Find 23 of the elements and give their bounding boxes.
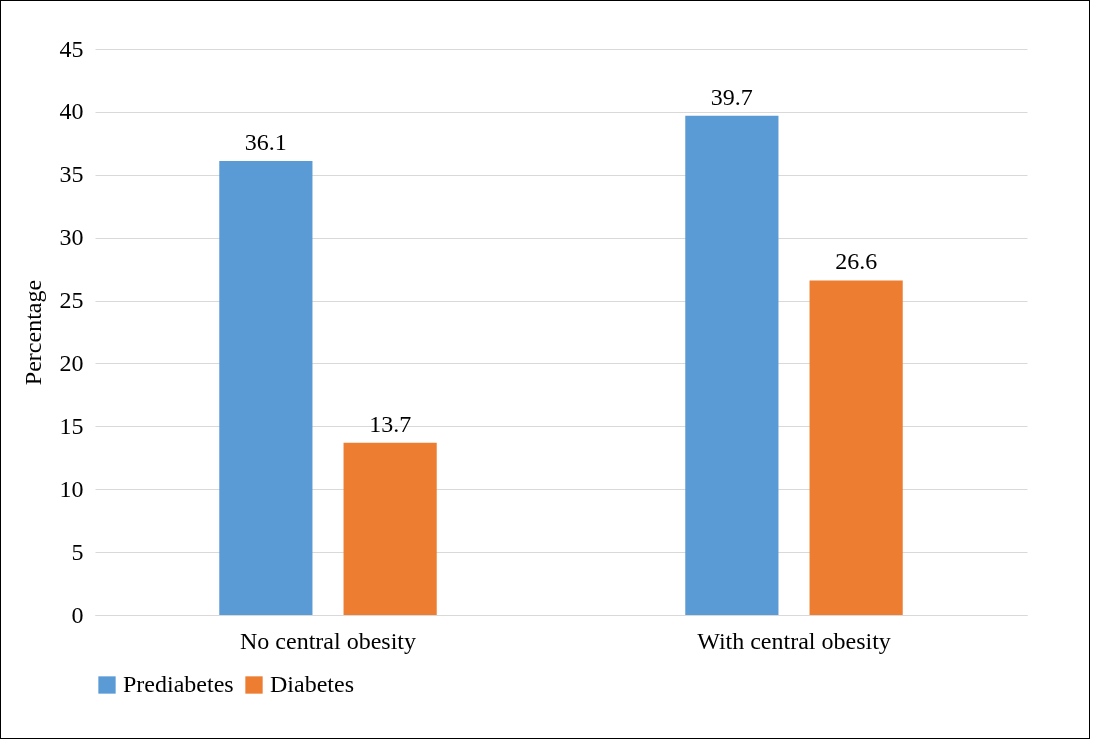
data-label: 36.1 (244, 128, 287, 155)
y-tick-label: 25 (59, 287, 84, 314)
y-tick-label: 35 (59, 161, 84, 188)
y-tick-label: 40 (59, 98, 84, 125)
legend-label: Prediabetes (123, 671, 234, 697)
y-tick-label: 0 (71, 601, 84, 628)
y-axis-title: Percentage (19, 279, 46, 386)
y-tick-label: 15 (59, 412, 84, 439)
y-tick-label: 45 (59, 35, 84, 62)
y-tick-label: 5 (71, 538, 84, 565)
y-tick-label: 10 (59, 475, 84, 502)
y-tick-label: 30 (59, 224, 84, 251)
bar (809, 280, 903, 615)
x-tick-label: No central obesity (240, 627, 416, 654)
y-tick-label: 20 (59, 349, 84, 376)
bar (685, 115, 779, 615)
legend-label: Diabetes (270, 671, 354, 697)
data-label: 13.7 (369, 410, 412, 437)
bar (343, 442, 437, 615)
bar (219, 160, 313, 615)
data-label: 26.6 (835, 248, 878, 275)
data-label: 39.7 (710, 83, 753, 110)
x-tick-label: With central obesity (697, 627, 891, 654)
